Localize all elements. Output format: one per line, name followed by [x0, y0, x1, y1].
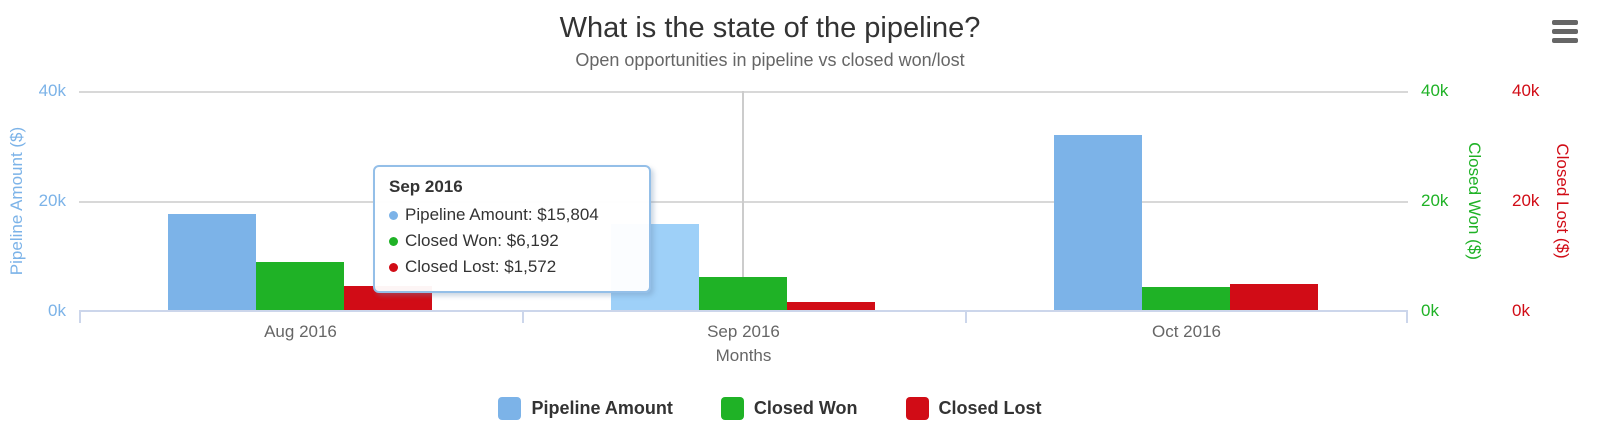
bar-closed-lost-sep-2016[interactable] [787, 302, 876, 311]
bar-closed-won-sep-2016[interactable] [699, 276, 788, 311]
x-category-label-sep-2016: Sep 2016 [707, 322, 780, 341]
x-ticks-layer [79, 312, 1408, 324]
tooltip-row-text: Pipeline Amount: $15,804 [405, 205, 599, 224]
legend-item-closed-lost[interactable]: Closed Lost [905, 397, 1042, 420]
y-tick-pipeline-amount--0k: 0k [48, 301, 66, 320]
legend-item-pipeline-amount[interactable]: Pipeline Amount [498, 397, 673, 420]
bar-pipeline-amount-oct-2016[interactable] [1054, 135, 1143, 311]
bars-layer [79, 91, 1408, 311]
plot-area [79, 91, 1408, 323]
legend-item-closed-won[interactable]: Closed Won [720, 397, 858, 420]
x-axis-line [79, 310, 1408, 312]
y-tick-closed-lost--40k: 40k [1512, 81, 1540, 100]
category-group-aug-2016 [79, 91, 522, 311]
legend-label: Pipeline Amount [531, 398, 673, 418]
bar-closed-won-aug-2016[interactable] [256, 261, 345, 311]
legend-label: Closed Won [753, 398, 858, 418]
legend-swatch-icon [720, 397, 744, 420]
y-tick-closed-won--0k: 0k [1421, 301, 1439, 320]
tooltip: Sep 2016 Pipeline Amount: $15,804 Closed… [373, 165, 651, 293]
series-bullet-icon [389, 236, 398, 246]
bar-pipeline-amount-aug-2016[interactable] [168, 213, 257, 311]
tooltip-row: Closed Lost: $1,572 [389, 254, 635, 280]
legend: Pipeline Amount Closed Won Closed Lost [0, 397, 1540, 420]
x-axis-title: Months [715, 346, 772, 365]
legend-label: Closed Lost [938, 398, 1042, 418]
series-bullet-icon [389, 262, 398, 272]
y-tick-closed-won--20k: 20k [1421, 191, 1449, 210]
chart-title: What is the state of the pipeline? [559, 12, 981, 44]
bar-closed-won-oct-2016[interactable] [1142, 286, 1231, 311]
category-group-oct-2016 [965, 91, 1408, 311]
bar-closed-lost-oct-2016[interactable] [1230, 284, 1319, 311]
x-axis-tick [522, 312, 524, 323]
y-tick-pipeline-amount--20k: 20k [38, 191, 66, 210]
x-axis-tick [79, 312, 81, 323]
x-axis-tick [1406, 312, 1408, 323]
y-tick-closed-lost--20k: 20k [1512, 191, 1540, 210]
tooltip-header: Sep 2016 [389, 177, 463, 196]
hamburger-icon[interactable] [1552, 20, 1580, 44]
y-tick-pipeline-amount--40k: 40k [38, 81, 66, 100]
x-axis-tick [965, 312, 967, 323]
y-tick-closed-won--40k: 40k [1421, 81, 1449, 100]
series-bullet-icon [389, 210, 398, 220]
x-category-label-oct-2016: Oct 2016 [1152, 322, 1221, 341]
tooltip-row: Pipeline Amount: $15,804 [389, 202, 635, 228]
legend-swatch-icon [498, 397, 522, 420]
hover-crosshair [742, 91, 744, 310]
x-category-labels: Aug 2016 Sep 2016 Oct 2016 [79, 322, 1408, 344]
chart-subtitle: Open opportunities in pipeline vs closed… [575, 50, 965, 70]
y-tick-closed-lost--0k: 0k [1512, 301, 1530, 320]
tooltip-row: Closed Won: $6,192 [389, 228, 635, 254]
tooltip-row-text: Closed Lost: $1,572 [405, 257, 557, 276]
tooltip-row-text: Closed Won: $6,192 [405, 231, 559, 250]
legend-swatch-icon [905, 397, 929, 420]
x-category-label-aug-2016: Aug 2016 [264, 322, 337, 341]
